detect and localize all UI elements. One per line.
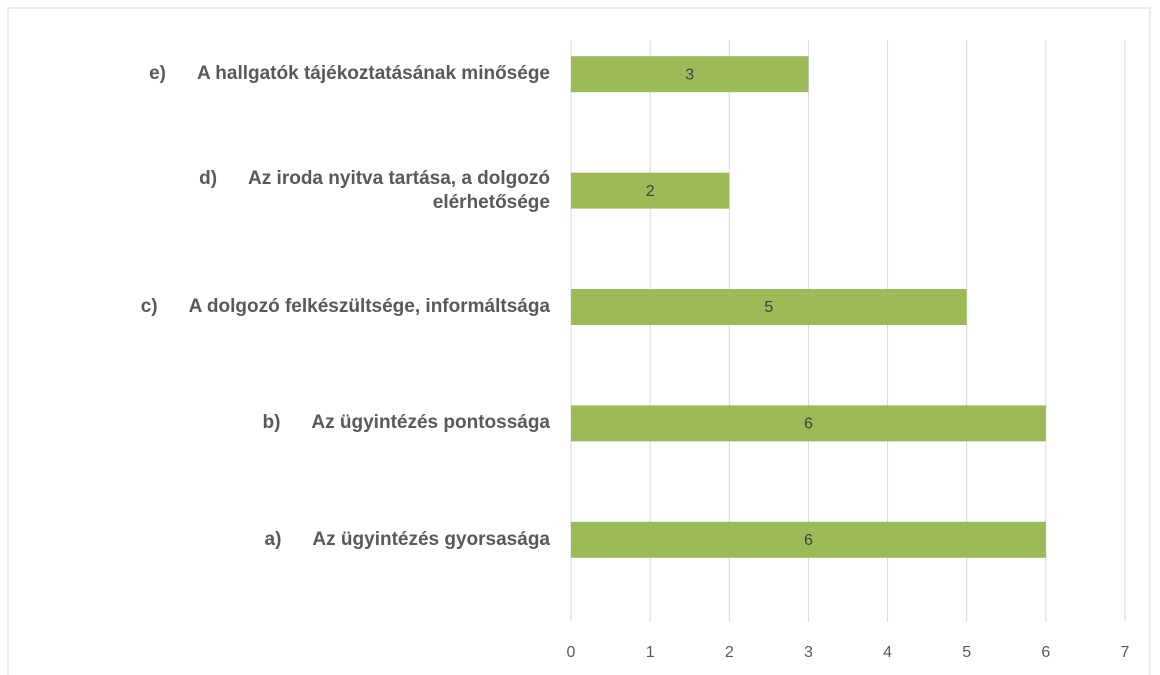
value-label: 6 [804,416,813,433]
value-label: 3 [685,66,694,83]
bar [571,289,967,325]
x-tick-label: 1 [646,644,655,661]
x-tick-label: 7 [1121,644,1130,661]
y-tick-label: e) A hallgatók tájékoztatásának minősége [149,63,550,85]
x-tick-label: 3 [804,644,813,661]
y-tick-label: a) Az ügyintézés gyorsasága [264,528,550,550]
bar [571,521,1046,558]
value-label: 2 [646,183,655,200]
y-tick-label: b) Az ügyintézés pontossága [262,412,551,434]
x-tick-label: 0 [567,644,576,661]
x-tick-label: 2 [725,644,734,661]
y-tick-label: c) A dolgozó felkészültsége, informáltsá… [140,296,550,317]
x-tick-label: 6 [1041,644,1050,661]
chart-frame [7,7,1151,675]
x-tick-label: 4 [883,644,892,661]
x-tick-label: 5 [962,644,971,661]
bar [571,56,809,93]
value-label: 5 [764,299,773,316]
bar [571,405,1046,442]
bar [571,172,730,209]
value-label: 6 [804,532,813,549]
y-tick-label: d) Az iroda nyitva tartása, a dolgozó el… [199,167,556,213]
